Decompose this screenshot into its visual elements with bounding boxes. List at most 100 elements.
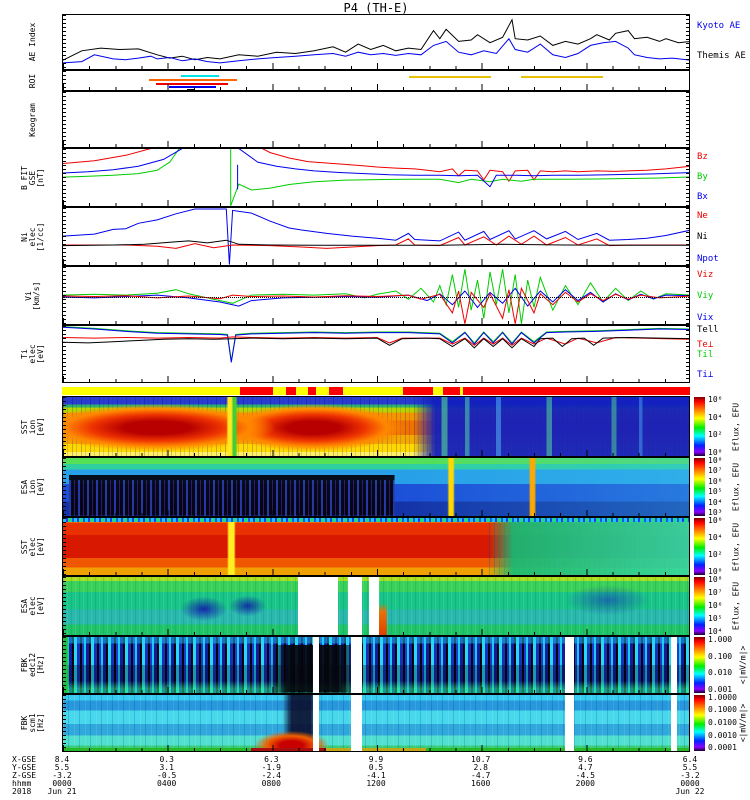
legend-Ti: Ti⊥	[697, 370, 714, 381]
legend-Bx: Bx	[697, 191, 708, 202]
roi-bar	[409, 76, 491, 79]
flag-segment	[239, 387, 273, 395]
panel-flag	[62, 387, 690, 395]
colorbar-tick: 0.010	[708, 668, 733, 678]
series-Ti⊥	[63, 326, 689, 363]
colorbar-unit: Eflux, EFU	[731, 462, 741, 512]
panel-fbk_edc: 100010010	[62, 636, 690, 694]
axis-value: 2000	[575, 779, 595, 788]
colorbar-tick: 10²	[708, 430, 723, 440]
data-gap	[565, 695, 574, 751]
series-By	[63, 149, 689, 206]
axis-value: 9.6	[578, 755, 593, 764]
axis-value: 2.8	[473, 763, 488, 772]
panel-esa_elec: 10000100010010	[62, 576, 690, 636]
panel-vi: 100500-50-100	[62, 266, 690, 325]
data-gap	[565, 637, 574, 693]
panel-label-keogram: Keogram	[28, 102, 37, 137]
axis-row-label: 2018	[12, 787, 32, 796]
colorbar-unit: Eflux, EFU	[731, 522, 741, 571]
colorbar-tick: 1.0000	[708, 692, 737, 702]
roi-bar	[520, 76, 604, 79]
axis-value: -4.1	[366, 771, 386, 780]
roi-bar	[186, 88, 195, 90]
axis-value: 0000	[52, 779, 72, 788]
flag-segment	[328, 387, 344, 395]
panel-label-ti: Ti elec [eV]	[20, 344, 45, 364]
colorbar-tick: 10⁶	[708, 476, 723, 486]
panel-fbk_scm: 100010010	[62, 694, 690, 752]
data-gap	[312, 637, 320, 693]
right-axis-ticks	[686, 326, 689, 382]
data-gap	[670, 637, 678, 693]
colorbar-unit: <|mV/m|>	[738, 645, 748, 685]
colorbar-fbk_edc	[694, 637, 705, 693]
panel-label-bfit: B FIT GSE [nT]	[20, 165, 45, 190]
legend-Ne: Ne	[697, 210, 708, 221]
spectrogram-fbk_scm	[63, 695, 689, 751]
colorbar-tick: 0.001	[708, 685, 733, 695]
panel-label-fbk_scm: FBK scm1 [Hz]	[20, 713, 45, 733]
axis-value: 6.4	[682, 755, 698, 764]
colorbar-sst_ion	[694, 397, 705, 456]
axis-value: 0400	[157, 779, 177, 788]
legend-ThemisAE: Themis AE	[697, 51, 746, 62]
colorbar-tick: 10³	[708, 508, 723, 518]
legend-Viy: Viy	[697, 291, 714, 301]
right-axis-ticks	[686, 15, 689, 69]
panel-label-roi: ROI	[28, 73, 37, 88]
data-gap	[312, 695, 320, 751]
data-gap	[368, 577, 379, 635]
axis-value: -0.5	[157, 771, 177, 780]
panel-label-sst_elec: SST elec [eV]	[20, 536, 45, 557]
legend-Ni: Ni	[697, 232, 708, 242]
axis-value: -2.4	[261, 771, 281, 780]
colorbar-tick: 10⁰	[708, 448, 723, 458]
roi-bar	[181, 75, 219, 78]
axis-value: 1600	[471, 779, 491, 788]
roi-bar	[149, 79, 237, 82]
colorbar-tick: 10⁵	[708, 614, 723, 623]
colorbar-tick: 10⁴	[708, 627, 723, 637]
series-Viy	[63, 269, 689, 324]
panel-label-fbk_edc: FBK edc12 [Hz]	[20, 652, 45, 678]
colorbar-tick: 1.000	[708, 634, 733, 644]
colorbar-fbk_scm	[694, 695, 705, 751]
flag-bar-base	[62, 387, 690, 395]
colorbar-unit: Eflux, EFU	[731, 581, 741, 631]
legend-Npot: Npot	[697, 254, 719, 265]
legend-Te: Te⊥	[697, 340, 714, 351]
panel-keogram: 1.00.80.60.40.20.0	[62, 91, 690, 148]
data-gap	[348, 577, 363, 635]
legend-Vix: Vix	[697, 313, 714, 324]
colorbar-tick: 10⁶	[708, 515, 723, 525]
panel-label-esa_elec: ESA elec [eV]	[20, 596, 45, 616]
axis-value: -3.2	[52, 771, 72, 780]
axis-value: 6.3	[264, 755, 279, 764]
axis-date: Jun 22	[675, 787, 705, 796]
flag-segment	[286, 387, 297, 395]
series-Bx	[63, 149, 689, 188]
flag-segment	[443, 387, 461, 395]
axis-row-label: hhmm	[12, 779, 32, 788]
panel-ti: 1000.0100.010.01.00.1	[62, 325, 690, 383]
panel-label-vi: Vi [km/s]	[24, 281, 41, 310]
colorbar-esa_elec	[694, 577, 705, 635]
right-axis-ticks	[686, 149, 689, 206]
colorbar-tick: 10⁰	[708, 567, 723, 577]
axis-value: -3.2	[680, 771, 700, 780]
data-gap	[350, 637, 363, 693]
axis-date: Jun 21	[47, 787, 77, 796]
axis-value: 0800	[261, 779, 281, 788]
data-gap	[297, 577, 339, 635]
colorbar-tick: 10⁵	[708, 487, 723, 497]
colorbar-unit: Eflux, EFU	[731, 402, 741, 451]
panel-label-ae: AE Index	[28, 22, 37, 62]
series-Bz	[63, 149, 689, 183]
colorbar-tick: 10⁶	[708, 394, 723, 404]
colorbar-tick: 10⁴	[708, 497, 723, 507]
plot-title: P4 (TH-E)	[343, 1, 409, 15]
panel-roi	[62, 70, 690, 91]
